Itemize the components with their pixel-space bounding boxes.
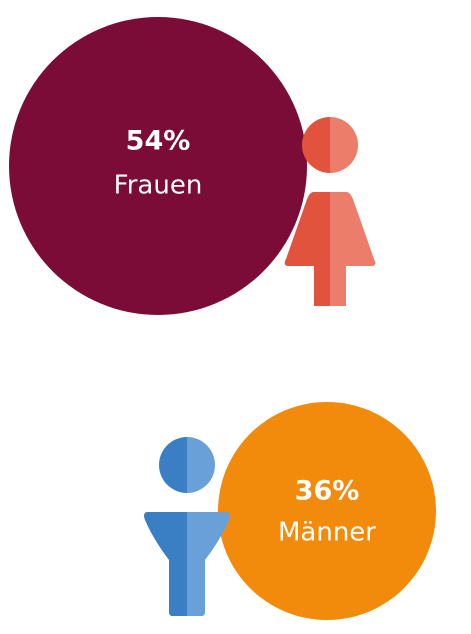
female-icon bbox=[284, 117, 376, 306]
women-label: Frauen bbox=[114, 171, 203, 201]
women-percent: 54% bbox=[126, 126, 191, 157]
male-icon bbox=[144, 437, 230, 616]
men-label: Männer bbox=[278, 518, 376, 548]
men-circle bbox=[218, 402, 436, 620]
women-circle bbox=[9, 17, 307, 315]
men-percent: 36% bbox=[295, 476, 360, 507]
